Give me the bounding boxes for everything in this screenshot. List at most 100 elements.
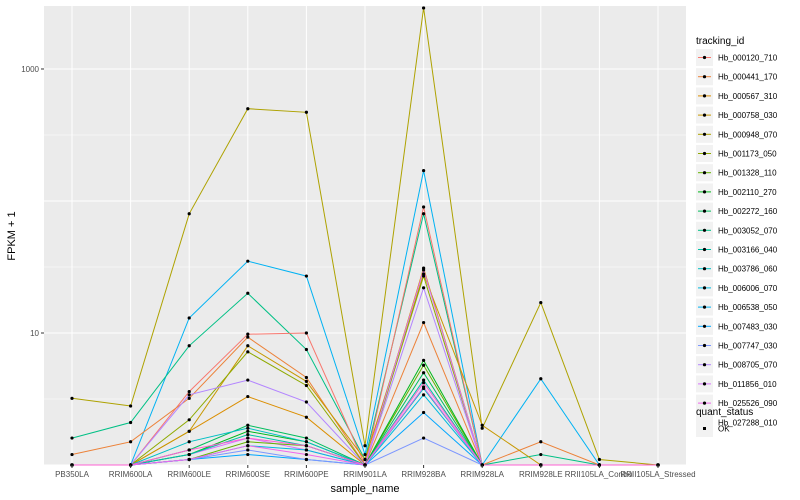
legend-label: Hb_000120_710 <box>718 54 778 63</box>
legend-key-point <box>702 55 707 60</box>
data-point <box>246 332 250 336</box>
data-point <box>422 268 426 272</box>
data-point <box>187 212 191 216</box>
data-point <box>187 316 191 320</box>
legend-label: Hb_003052_070 <box>718 226 778 235</box>
data-point <box>304 331 308 335</box>
x-tick-label: RRIM600PE <box>284 470 328 479</box>
legend-label: Hb_007483_030 <box>718 322 778 331</box>
data-point <box>246 436 250 440</box>
x-tick-label: RRIM928LE <box>519 470 563 479</box>
data-point <box>304 436 308 440</box>
y-axis-title: FPKM + 1 <box>6 211 18 260</box>
data-point <box>480 426 484 430</box>
x-tick-label: RRII105LA_Control <box>565 470 635 479</box>
x-axis: PB350LA RRIM600LA RRIM600LE RRIM600SE RRIM60… <box>55 465 696 479</box>
gridlines <box>44 6 686 466</box>
data-point <box>246 344 250 348</box>
legend-key-point <box>702 190 707 194</box>
data-point <box>187 448 191 452</box>
data-point <box>246 291 250 295</box>
legend-label: Hb_007747_030 <box>718 342 778 351</box>
data-point <box>422 410 426 415</box>
data-point <box>304 444 308 448</box>
data-point <box>304 375 308 380</box>
data-point <box>70 396 74 400</box>
data-point <box>187 389 191 394</box>
data-point <box>304 400 308 404</box>
legend-key-point <box>702 132 707 136</box>
data-point <box>246 259 250 263</box>
legend-key-point <box>702 94 707 98</box>
legend-key-point <box>702 382 707 386</box>
data-point <box>539 452 543 457</box>
legend-label: Hb_006006_070 <box>718 284 778 293</box>
legend-label: Hb_025526_090 <box>718 399 778 408</box>
data-point <box>187 457 191 462</box>
data-point <box>304 452 308 457</box>
legend-key-point <box>702 228 707 232</box>
data-point <box>304 448 308 452</box>
data-point <box>129 404 133 408</box>
legend-label: Hb_011856_010 <box>718 380 777 389</box>
data-point <box>187 429 191 433</box>
data-point <box>422 363 426 367</box>
legend-key-point <box>702 113 707 117</box>
data-point <box>363 444 367 448</box>
legend-label: Hb_000441_170 <box>718 73 778 82</box>
legend-label: OK <box>718 425 730 434</box>
y-tick-label: 1000 <box>21 65 39 74</box>
data-point <box>422 274 426 278</box>
data-point <box>304 457 308 462</box>
legend-key-point <box>702 209 707 213</box>
data-point <box>422 205 426 209</box>
legend-key-point <box>702 75 707 79</box>
data-point <box>129 420 133 425</box>
data-point <box>422 358 426 362</box>
data-point <box>304 415 308 419</box>
y-tick-label: 10 <box>30 329 39 338</box>
x-tick-label: RRIM600LA <box>109 470 153 479</box>
legend-key-point <box>703 427 706 430</box>
legend-label: Hb_000567_310 <box>718 92 778 101</box>
data-point <box>246 429 250 433</box>
x-tick-label: RRIM901LA <box>343 470 387 479</box>
data-point <box>246 423 250 427</box>
legend-title-tracking: tracking_id <box>696 36 744 47</box>
legend-label: Hb_002272_160 <box>718 207 778 216</box>
data-point <box>187 418 191 422</box>
data-point <box>246 335 250 339</box>
legend-label: Hb_006538_050 <box>718 303 778 312</box>
data-point <box>422 378 426 382</box>
data-point <box>422 381 426 385</box>
legend-label: Hb_008705_070 <box>718 361 778 370</box>
x-tick-label: RRIM928BA <box>401 470 446 479</box>
legend-key-point <box>702 343 707 348</box>
data-point <box>304 110 308 114</box>
data-point <box>422 371 426 375</box>
data-point <box>539 300 543 305</box>
x-axis-title: sample_name <box>330 483 399 495</box>
x-tick-label: RRIM600SE <box>226 470 270 479</box>
x-tick-label: RRII105LA_Stressed <box>620 470 695 479</box>
legend-key-point <box>702 171 707 175</box>
x-tick-label: RRIM600LE <box>167 470 211 479</box>
data-point <box>246 440 250 444</box>
y-axis: 10 1000 <box>21 65 44 338</box>
data-point <box>597 457 602 462</box>
legend-key-point <box>702 305 707 309</box>
data-point <box>246 452 250 457</box>
data-point <box>422 212 426 216</box>
data-point <box>246 378 250 382</box>
data-point <box>187 393 191 397</box>
data-point <box>70 452 74 457</box>
data-point <box>422 385 426 389</box>
data-point <box>363 452 367 457</box>
data-point <box>539 377 543 381</box>
legend-label: Hb_003166_040 <box>718 246 778 255</box>
data-point <box>129 440 133 444</box>
data-point <box>304 379 308 383</box>
data-point <box>539 440 543 444</box>
legend-label: Hb_003786_060 <box>718 265 778 274</box>
legend-key-point <box>702 151 707 156</box>
